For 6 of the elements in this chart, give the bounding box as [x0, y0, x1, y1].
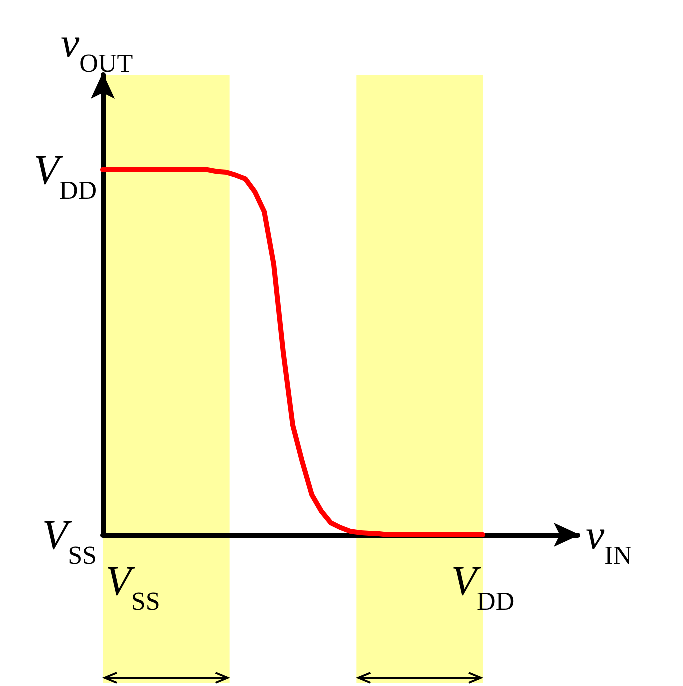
text: V$_{SS}$: [106, 559, 160, 616]
text: V$_{DD}$: [451, 559, 515, 616]
x-axis-title: v$_{IN}$: [586, 513, 632, 570]
text: V$_{SS}$: [42, 513, 97, 570]
text: V$_{DD}$: [34, 148, 97, 204]
y-axis-title: v$_{OUT}$: [61, 21, 134, 78]
